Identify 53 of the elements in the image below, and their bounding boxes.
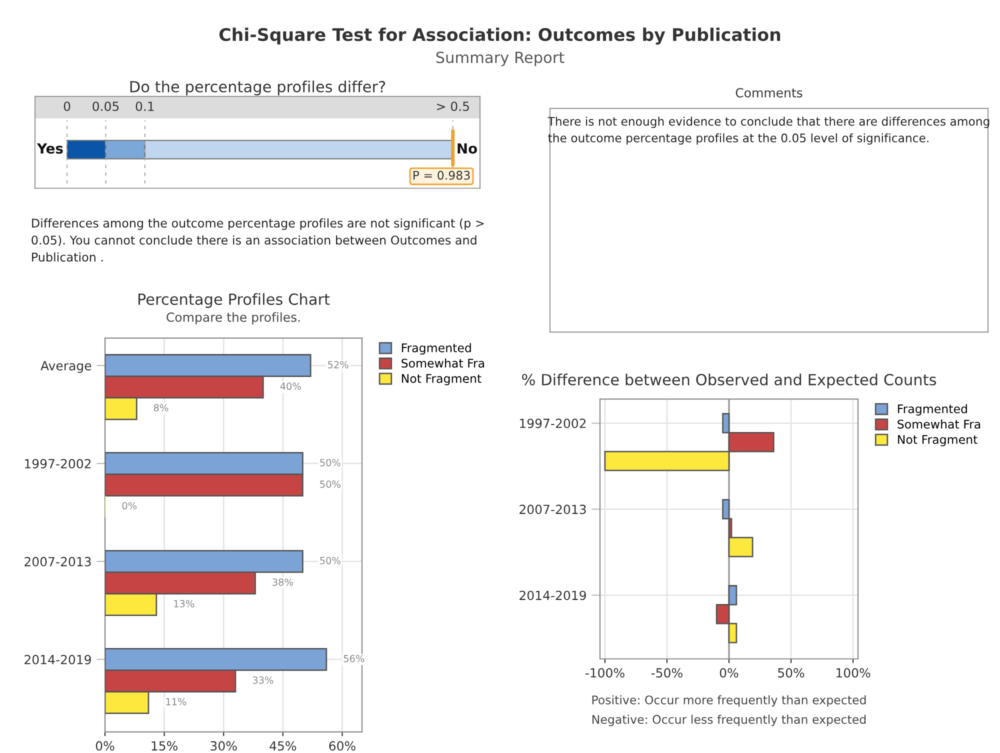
x-tick-label: -100% bbox=[585, 668, 624, 678]
chart-title: Percentage Profiles Chart bbox=[138, 293, 330, 308]
text: Negative: Occur less frequently than expected bbox=[592, 714, 866, 726]
data-label: 8% bbox=[154, 404, 168, 412]
text: Chi-Square Test for Association: Outcomes by Publication bbox=[219, 28, 780, 45]
legend-label: Fragmented bbox=[402, 343, 471, 355]
data-label: 50% bbox=[320, 556, 340, 564]
data-label: 11% bbox=[166, 698, 186, 706]
y-tick-label: 2007-2013 bbox=[24, 556, 91, 566]
x-tick-label: 50% bbox=[778, 668, 804, 678]
x-tick-label: 45% bbox=[270, 741, 296, 751]
chart-title: % Difference between Observed and Expected Counts bbox=[522, 374, 936, 388]
legend-label: Somewhat Fra bbox=[898, 419, 980, 429]
data-label: 38% bbox=[272, 578, 293, 586]
y-tick-label: 2007-2013 bbox=[520, 504, 586, 514]
category-label: 0.1 bbox=[136, 102, 154, 112]
x-tick-label: -50% bbox=[651, 668, 682, 678]
y-tick-label: 1997-2002 bbox=[520, 418, 586, 428]
text: Do the percentage profiles differ? bbox=[130, 80, 386, 96]
x-tick-label: 15% bbox=[152, 741, 178, 751]
text: Summary Report bbox=[436, 52, 564, 66]
chart-subtitle: Compare the profiles. bbox=[166, 312, 300, 324]
text: Comments bbox=[736, 88, 802, 98]
text: Yes bbox=[36, 143, 63, 154]
legend-label: Not Fragment bbox=[402, 374, 482, 386]
category-label: > 0.5 bbox=[437, 102, 469, 112]
x-tick-label: 100% bbox=[836, 668, 870, 678]
data-label: 13% bbox=[174, 600, 194, 608]
legend-label: Fragmented bbox=[898, 404, 967, 416]
text: Differences among the outcome percentage profiles are not significant (p > 0.05). You cannot conclude there is an association between Outcomes and Publication . bbox=[32, 218, 484, 262]
x-tick-label: 30% bbox=[210, 741, 237, 751]
data-label: 0% bbox=[122, 502, 137, 510]
data-label: 33% bbox=[252, 676, 274, 684]
data-label: 56% bbox=[344, 654, 364, 662]
text: P = 0.983 bbox=[414, 170, 470, 180]
category-label: 0 bbox=[64, 102, 70, 112]
data-label: 40% bbox=[280, 382, 301, 390]
text: No bbox=[458, 143, 477, 154]
y-tick-label: 2014-2019 bbox=[520, 590, 586, 600]
x-tick-label: 60% bbox=[329, 741, 356, 751]
legend-label: Somewhat Fra bbox=[402, 358, 484, 368]
y-tick-label: 2014-2019 bbox=[24, 654, 91, 664]
data-label: 50% bbox=[320, 480, 340, 488]
x-tick-label: 0% bbox=[720, 668, 738, 678]
category-label: 0.05 bbox=[92, 102, 119, 112]
y-tick-label: Average bbox=[40, 361, 92, 373]
y-tick-label: 1997-2002 bbox=[25, 458, 91, 468]
data-label: 50% bbox=[320, 458, 340, 466]
x-tick-label: 0% bbox=[96, 741, 114, 751]
text: Positive: Occur more frequently than expected bbox=[592, 695, 866, 707]
data-label: 52% bbox=[328, 360, 348, 368]
text: There is not enough evidence to conclude that there are differences among the outcome percentage profiles at the 0.05 level of significance. bbox=[548, 116, 990, 145]
legend-label: Not Fragment bbox=[898, 435, 978, 446]
